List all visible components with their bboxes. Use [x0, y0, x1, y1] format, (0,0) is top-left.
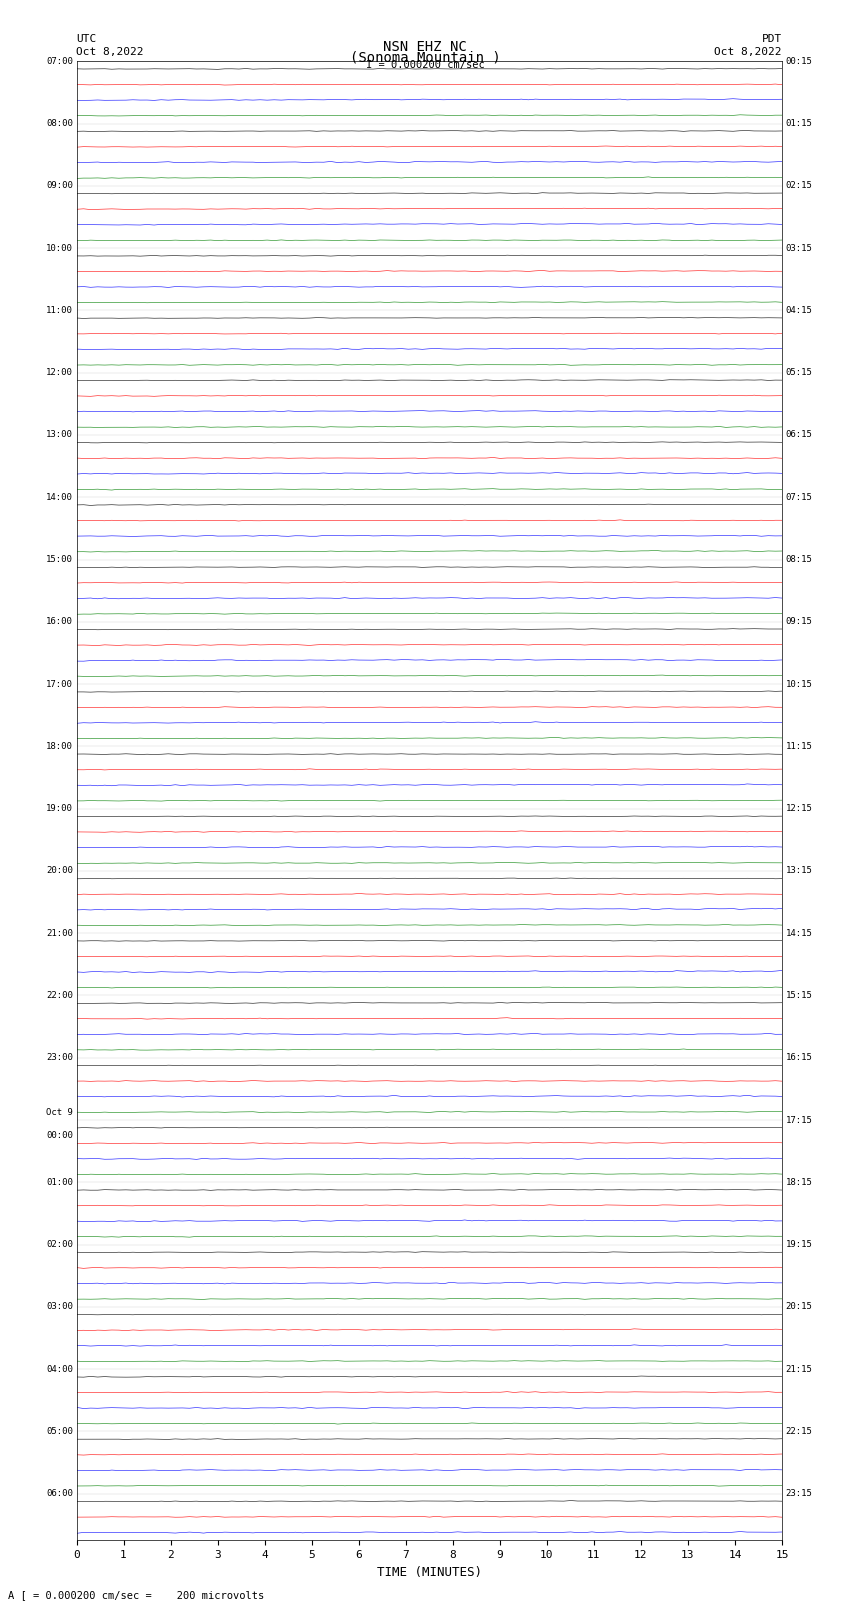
Text: 08:15: 08:15	[785, 555, 813, 565]
Text: 06:00: 06:00	[46, 1489, 73, 1498]
Text: 12:15: 12:15	[785, 805, 813, 813]
Text: 03:00: 03:00	[46, 1302, 73, 1311]
Text: UTC: UTC	[76, 34, 97, 44]
Text: 19:15: 19:15	[785, 1240, 813, 1248]
X-axis label: TIME (MINUTES): TIME (MINUTES)	[377, 1566, 482, 1579]
Text: Oct 8,2022: Oct 8,2022	[715, 47, 782, 56]
Text: 15:00: 15:00	[46, 555, 73, 565]
Text: PDT: PDT	[762, 34, 782, 44]
Text: A [ = 0.000200 cm/sec =    200 microvolts: A [ = 0.000200 cm/sec = 200 microvolts	[8, 1590, 264, 1600]
Text: 02:15: 02:15	[785, 181, 813, 190]
Text: 02:00: 02:00	[46, 1240, 73, 1248]
Text: 04:15: 04:15	[785, 306, 813, 315]
Text: 01:00: 01:00	[46, 1177, 73, 1187]
Text: 09:15: 09:15	[785, 618, 813, 626]
Text: 10:15: 10:15	[785, 679, 813, 689]
Text: 07:15: 07:15	[785, 492, 813, 502]
Text: 12:00: 12:00	[46, 368, 73, 377]
Text: 20:15: 20:15	[785, 1302, 813, 1311]
Text: I = 0.000200 cm/sec: I = 0.000200 cm/sec	[366, 60, 484, 69]
Text: 23:15: 23:15	[785, 1489, 813, 1498]
Text: 13:00: 13:00	[46, 431, 73, 439]
Text: 20:00: 20:00	[46, 866, 73, 876]
Text: 11:00: 11:00	[46, 306, 73, 315]
Text: 17:00: 17:00	[46, 679, 73, 689]
Text: NSN EHZ NC: NSN EHZ NC	[383, 39, 467, 53]
Text: 13:15: 13:15	[785, 866, 813, 876]
Text: 15:15: 15:15	[785, 990, 813, 1000]
Text: (Sonoma Mountain ): (Sonoma Mountain )	[349, 50, 501, 65]
Text: Oct 8,2022: Oct 8,2022	[76, 47, 144, 56]
Text: 19:00: 19:00	[46, 805, 73, 813]
Text: 17:15: 17:15	[785, 1116, 813, 1124]
Text: 16:00: 16:00	[46, 618, 73, 626]
Text: 18:00: 18:00	[46, 742, 73, 752]
Text: 03:15: 03:15	[785, 244, 813, 253]
Text: 00:15: 00:15	[785, 56, 813, 66]
Text: 18:15: 18:15	[785, 1177, 813, 1187]
Text: 00:00: 00:00	[46, 1131, 73, 1140]
Text: 09:00: 09:00	[46, 181, 73, 190]
Text: 16:15: 16:15	[785, 1053, 813, 1063]
Text: Oct 9: Oct 9	[46, 1108, 73, 1118]
Text: 21:00: 21:00	[46, 929, 73, 937]
Text: 07:00: 07:00	[46, 56, 73, 66]
Text: 14:00: 14:00	[46, 492, 73, 502]
Text: 06:15: 06:15	[785, 431, 813, 439]
Text: 22:15: 22:15	[785, 1428, 813, 1436]
Text: 21:15: 21:15	[785, 1365, 813, 1374]
Text: 23:00: 23:00	[46, 1053, 73, 1063]
Text: 08:00: 08:00	[46, 119, 73, 127]
Text: 05:15: 05:15	[785, 368, 813, 377]
Text: 10:00: 10:00	[46, 244, 73, 253]
Text: 11:15: 11:15	[785, 742, 813, 752]
Text: 05:00: 05:00	[46, 1428, 73, 1436]
Text: 01:15: 01:15	[785, 119, 813, 127]
Text: 04:00: 04:00	[46, 1365, 73, 1374]
Text: 14:15: 14:15	[785, 929, 813, 937]
Text: 22:00: 22:00	[46, 990, 73, 1000]
